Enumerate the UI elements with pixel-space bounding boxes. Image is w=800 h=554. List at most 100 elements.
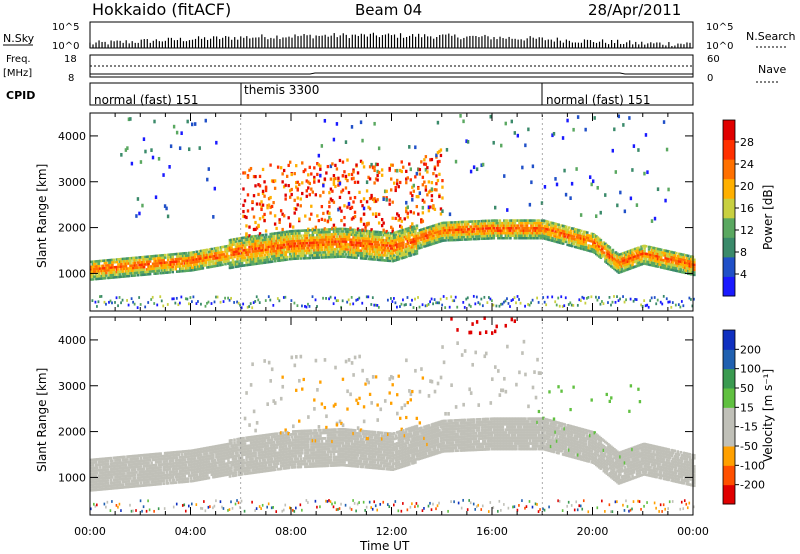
power-cell: [187, 256, 191, 260]
power-cell: [459, 235, 462, 239]
power-cell: [385, 196, 388, 200]
power-cell: [432, 239, 435, 243]
power-cell: [102, 259, 105, 263]
power-cell: [659, 258, 663, 262]
power-cell: [368, 235, 372, 238]
power-cell: [373, 238, 377, 241]
power-cell: [617, 266, 621, 269]
power-cell: [393, 256, 396, 260]
velocity-cell: [136, 484, 140, 488]
power-cell: [478, 230, 482, 233]
power-cell: [658, 253, 661, 256]
power-cell: [677, 262, 681, 266]
power-cell: [359, 219, 363, 223]
power-cell: [192, 251, 196, 254]
power-cell: [206, 177, 209, 182]
velocity-cell: [106, 484, 110, 488]
power-cell: [411, 241, 414, 244]
power-cell: [328, 233, 331, 236]
power-cell: [257, 298, 260, 302]
power-cell: [638, 261, 642, 264]
velocity-cell: [112, 456, 116, 460]
power-cell: [380, 256, 384, 259]
power-cell: [305, 251, 309, 255]
power-cell: [427, 241, 431, 244]
power-cell: [132, 259, 135, 262]
power-cell: [198, 267, 202, 271]
power-cell: [625, 258, 628, 262]
power-cell: [554, 235, 557, 238]
power-cell: [475, 237, 479, 241]
power-cell: [414, 297, 416, 301]
power-cell: [409, 251, 413, 255]
power-cell: [260, 200, 263, 204]
power-cell: [102, 277, 105, 280]
power-cell: [201, 262, 205, 265]
power-cell: [258, 217, 262, 221]
power-cell: [352, 251, 355, 254]
power-cell: [679, 255, 683, 258]
power-cell: [124, 257, 128, 260]
velocity-cell: [118, 483, 122, 487]
power-cell: [607, 257, 610, 261]
power-cell: [581, 295, 584, 299]
power-cell: [655, 257, 658, 261]
power-cell: [608, 248, 612, 252]
power-cell: [153, 262, 156, 265]
power-cell: [156, 303, 159, 307]
power-cell: [246, 174, 250, 178]
power-cell: [509, 229, 512, 232]
power-cell: [290, 255, 294, 258]
power-cell: [282, 241, 286, 244]
power-cell: [382, 233, 386, 237]
power-cell: [355, 236, 358, 239]
power-cell: [450, 223, 453, 227]
power-cell: [472, 227, 476, 231]
power-cell: [279, 243, 283, 247]
power-cell: [386, 241, 390, 245]
power-cell: [260, 251, 263, 255]
power-cell: [349, 302, 352, 306]
power-cell: [359, 251, 363, 255]
power-cell: [334, 163, 337, 167]
power-cell: [204, 118, 207, 123]
velocity-cell: [127, 474, 131, 478]
power-cell: [456, 223, 459, 227]
power-cell: [588, 175, 592, 180]
power-cell: [602, 251, 606, 254]
power-cell: [307, 231, 310, 235]
power-cell: [295, 244, 298, 248]
power-cell: [352, 302, 355, 306]
power-cell: [323, 233, 327, 236]
power-cell: [347, 253, 351, 256]
power-cell: [605, 243, 609, 247]
power-cell: [200, 262, 203, 265]
power-cell: [165, 268, 168, 272]
power-cell: [604, 247, 607, 251]
power-cell: [403, 251, 407, 254]
power-cell: [168, 268, 171, 272]
power-cell: [487, 227, 491, 230]
power-cell: [686, 262, 690, 265]
power-cell: [358, 234, 361, 237]
power-cell: [255, 242, 259, 245]
power-cell: [418, 305, 421, 309]
power-cell: [628, 249, 631, 253]
power-cell: [545, 303, 548, 307]
power-cell: [497, 221, 500, 225]
power-cell: [228, 246, 232, 250]
power-cell: [573, 245, 577, 249]
power-cell: [150, 298, 153, 301]
power-cell: [572, 127, 575, 132]
power-cell: [662, 254, 666, 257]
power-cell: [590, 235, 594, 238]
power-cell: [102, 274, 105, 278]
velocity-cell: [133, 479, 137, 483]
power-cell: [393, 259, 396, 262]
power-cell: [103, 300, 106, 304]
power-cell: [653, 254, 657, 258]
power-cell: [178, 257, 182, 261]
power-cell: [534, 231, 538, 235]
power-cell: [136, 306, 139, 310]
power-cell: [448, 212, 452, 217]
